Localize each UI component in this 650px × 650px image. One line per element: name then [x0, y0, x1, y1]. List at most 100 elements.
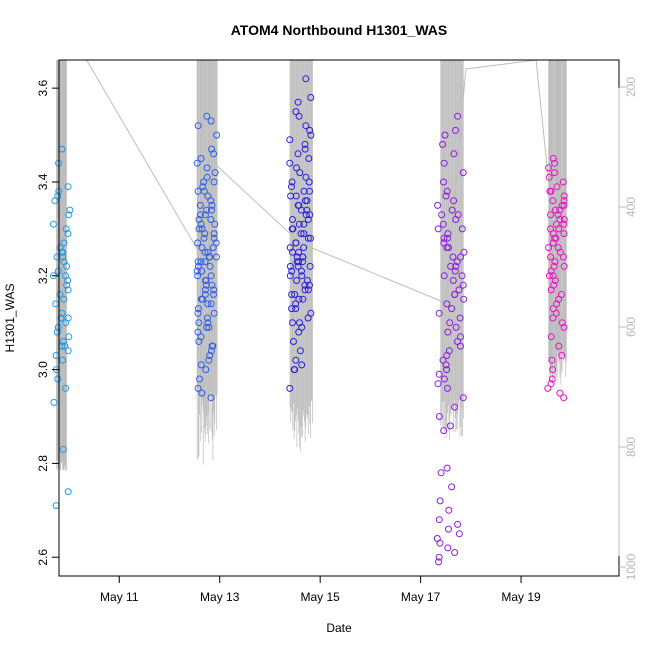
data-point [205, 356, 213, 364]
data-point [307, 94, 315, 101]
data-point [62, 384, 69, 392]
data-point [62, 319, 70, 327]
data-point [210, 286, 218, 294]
data-point [290, 338, 297, 345]
data-point [297, 206, 305, 214]
data-point [198, 267, 206, 275]
data-point [444, 384, 451, 392]
data-point [292, 239, 300, 247]
data-point [301, 145, 309, 153]
points-layer [49, 75, 568, 566]
data-point [194, 384, 202, 392]
data-point [293, 277, 301, 284]
data-point [60, 295, 68, 303]
data-point [545, 173, 553, 181]
data-point [552, 309, 560, 317]
data-point [549, 197, 557, 205]
data-point [57, 314, 65, 322]
data-point [548, 356, 556, 364]
data-point [64, 277, 72, 284]
data-point [553, 300, 561, 308]
y-tick-label: 2.6 [36, 549, 50, 566]
data-point [452, 262, 460, 270]
data-point [195, 338, 203, 345]
data-point [204, 300, 212, 308]
data-point [303, 197, 311, 205]
data-point [559, 253, 567, 261]
data-point [295, 112, 303, 120]
data-point [204, 248, 212, 256]
data-point [286, 262, 294, 270]
data-point [197, 361, 205, 369]
y-axis: 2.6 2.8 3.0 3.2 3.4 3.6 [36, 79, 60, 566]
data-point [301, 286, 309, 294]
data-point [200, 178, 208, 186]
y-tick-label: 3.2 [36, 267, 50, 284]
data-point [56, 291, 64, 298]
data-point [201, 248, 209, 256]
data-point [443, 352, 451, 359]
data-point [445, 506, 453, 514]
data-point [555, 225, 563, 233]
data-point [208, 201, 216, 209]
data-point [64, 488, 72, 496]
data-point [298, 361, 306, 369]
data-point [438, 211, 446, 219]
data-point [443, 187, 451, 195]
data-point [194, 239, 202, 247]
y-tick-label: 3.4 [36, 173, 50, 190]
data-point [456, 314, 464, 322]
data-point [300, 220, 308, 228]
data-point [435, 558, 442, 566]
data-point [445, 525, 452, 533]
data-point [544, 384, 552, 392]
data-point [560, 216, 568, 223]
data-point [459, 281, 467, 289]
data-point [201, 230, 209, 238]
data-point [306, 211, 314, 219]
data-point [549, 366, 557, 374]
data-point [288, 225, 296, 233]
data-point [294, 262, 302, 270]
data-point [49, 220, 57, 228]
data-point [63, 262, 71, 270]
data-point [551, 159, 559, 167]
data-point [441, 131, 449, 139]
data-point [65, 211, 73, 219]
data-point [64, 230, 72, 238]
data-point [295, 248, 303, 256]
data-point [305, 281, 313, 289]
data-point [459, 394, 467, 402]
data-point [560, 262, 568, 270]
data-point [208, 206, 215, 214]
data-point [207, 300, 215, 308]
data-point [555, 342, 563, 350]
data-point [302, 122, 310, 130]
data-point [299, 295, 307, 303]
data-point [64, 183, 72, 191]
data-point [300, 230, 308, 238]
data-point [558, 352, 566, 359]
data-point [193, 159, 201, 167]
data-point [202, 277, 210, 284]
data-point [440, 239, 448, 247]
data-point [202, 281, 210, 289]
data-point [207, 394, 215, 402]
data-point [302, 75, 310, 83]
data-point [547, 380, 555, 388]
data-point [292, 305, 300, 313]
data-point [435, 370, 443, 378]
data-point [549, 314, 557, 322]
data-point [556, 389, 564, 397]
data-point [443, 300, 451, 308]
data-point [59, 338, 67, 345]
data-point [444, 544, 452, 552]
data-point [207, 216, 215, 223]
data-point [196, 201, 204, 209]
data-point [210, 150, 218, 158]
data-point [200, 187, 208, 195]
data-point [307, 131, 315, 139]
data-point [446, 422, 454, 430]
data-point [453, 258, 461, 266]
y-tick-label: 2.8 [36, 455, 50, 472]
